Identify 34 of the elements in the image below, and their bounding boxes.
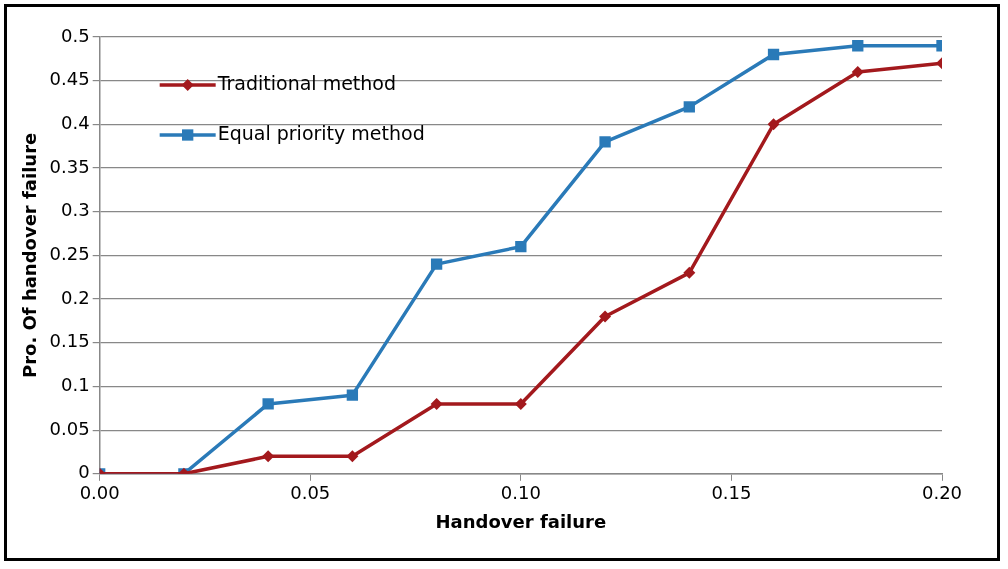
y-tick-label: 0.5 xyxy=(61,24,90,46)
point xyxy=(346,389,359,401)
point xyxy=(767,48,780,61)
legend-label: Traditional method xyxy=(216,71,397,94)
legend-label: Equal priority method xyxy=(217,121,425,144)
y-tick-label: 0.25 xyxy=(49,243,90,265)
point xyxy=(851,65,864,78)
point xyxy=(430,397,443,410)
x-axis-title: Handover failure xyxy=(435,510,607,532)
point xyxy=(515,241,527,253)
point xyxy=(767,118,780,131)
x-tick-label: 0.20 xyxy=(921,482,963,504)
y-tick-label: 0.3 xyxy=(61,199,90,221)
x-tick-label: 0.15 xyxy=(711,482,752,504)
point xyxy=(852,40,864,52)
y-tick-label: 0.45 xyxy=(49,68,90,90)
y-tick-label: 0 xyxy=(78,461,90,483)
point xyxy=(599,310,612,323)
y-tick-label: 0.1 xyxy=(61,374,90,396)
point xyxy=(430,258,443,270)
point xyxy=(683,101,695,113)
y-tick-label: 0.05 xyxy=(49,417,90,439)
x-tick-label: 0.10 xyxy=(500,482,541,504)
y-tick-label: 0.35 xyxy=(49,155,90,177)
x-tick-label: 0.00 xyxy=(79,482,120,504)
point xyxy=(683,266,696,279)
point xyxy=(346,450,359,463)
y-tick-label: 0.4 xyxy=(61,112,90,134)
point xyxy=(262,398,274,410)
y-axis-title: Pro. Of handover failure xyxy=(19,132,41,379)
y-tick-label: 0.15 xyxy=(49,330,90,352)
point xyxy=(599,136,611,148)
y-tick-label: 0.2 xyxy=(61,286,90,308)
x-tick-label: 0.05 xyxy=(290,482,331,504)
